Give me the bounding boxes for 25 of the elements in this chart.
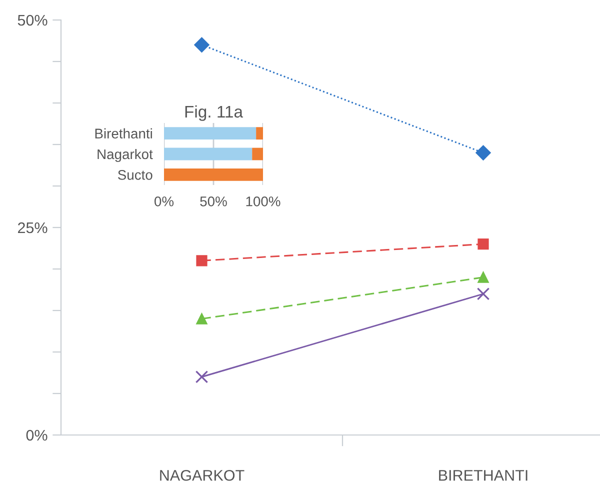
y-tick-label: Birethanti [95, 128, 152, 139]
point [195, 370, 208, 384]
bar [164, 148, 252, 160]
x-tick-label: 100% [246, 196, 280, 206]
y-tick-label: 50% [18, 14, 48, 26]
bar [256, 127, 263, 140]
y-tick-label: 25% [18, 222, 48, 234]
chart-title: Fig. 11a [185, 105, 243, 121]
bar [164, 168, 263, 181]
x-tick-label: BIRETHANTI [439, 470, 528, 481]
point [478, 238, 489, 250]
x-tick-label: NAGARKOT [160, 470, 244, 481]
x-tick-label: 0% [154, 196, 174, 206]
point [196, 255, 208, 266]
bar [252, 148, 263, 160]
y-tick-label: 0% [26, 430, 48, 441]
bar [164, 127, 256, 140]
point [196, 313, 208, 324]
point [476, 145, 491, 160]
y-tick-label: Nagarkot [98, 148, 153, 162]
point [194, 37, 210, 52]
x-tick-label: 50% [200, 196, 227, 206]
y-tick-label: Sucto [118, 170, 152, 180]
point [478, 272, 489, 283]
point [476, 288, 490, 300]
